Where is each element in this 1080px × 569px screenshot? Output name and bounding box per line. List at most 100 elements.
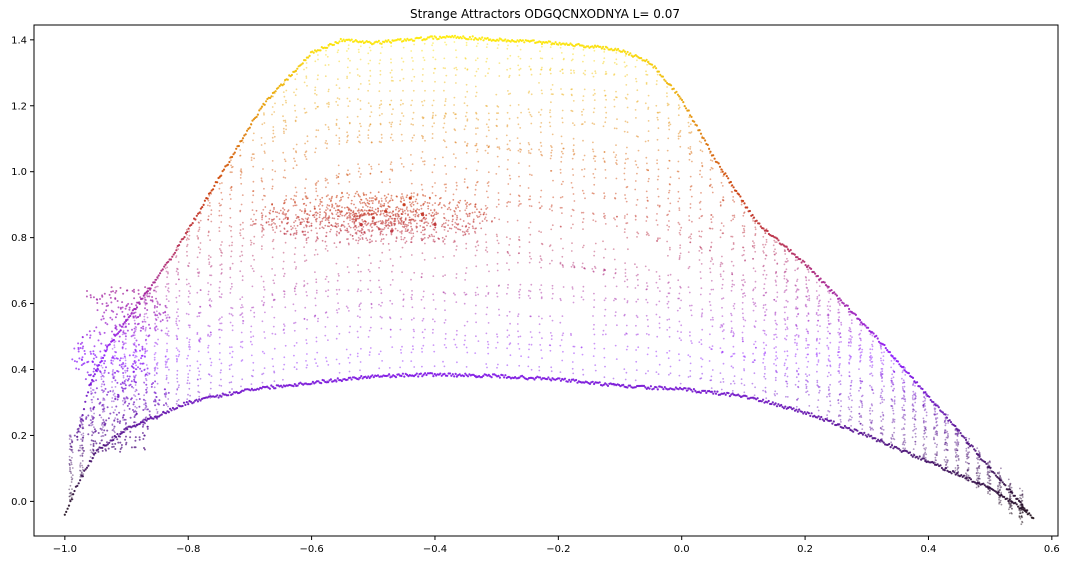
- attractor-point: [230, 363, 233, 366]
- attractor-point: [336, 377, 339, 380]
- attractor-point: [847, 396, 850, 398]
- attractor-point: [189, 394, 192, 397]
- attractor-point: [645, 314, 648, 317]
- attractor-point: [817, 361, 820, 363]
- attractor-point: [113, 344, 116, 347]
- attractor-point: [945, 448, 947, 451]
- attractor-point: [593, 250, 596, 253]
- attractor-point: [636, 101, 638, 103]
- attractor-point: [347, 44, 350, 46]
- attractor-point: [901, 443, 904, 446]
- attractor-point: [506, 205, 508, 208]
- attractor-point: [530, 283, 533, 286]
- attractor-point: [295, 195, 297, 198]
- attractor-point: [925, 411, 928, 414]
- attractor-point: [506, 57, 509, 60]
- attractor-point: [325, 49, 327, 52]
- attractor-point: [263, 187, 265, 190]
- attractor-point: [155, 362, 158, 365]
- attractor-point: [399, 366, 401, 369]
- attractor-point: [69, 492, 72, 495]
- attractor-point: [252, 165, 255, 168]
- attractor-point: [581, 114, 583, 116]
- attractor-point: [63, 513, 66, 516]
- attractor-point: [699, 208, 702, 211]
- attractor-point: [635, 333, 638, 336]
- attractor-point: [253, 213, 255, 216]
- attractor-point: [283, 130, 285, 133]
- attractor-point: [816, 352, 818, 354]
- attractor-point: [528, 251, 531, 254]
- attractor-point: [648, 333, 650, 336]
- attractor-point: [335, 379, 338, 381]
- attractor-point: [1008, 508, 1010, 511]
- attractor-point: [699, 149, 702, 152]
- attractor-point: [614, 218, 616, 221]
- attractor-point: [978, 477, 980, 480]
- attractor-point: [487, 72, 489, 75]
- attractor-point: [314, 240, 317, 243]
- attractor-point: [539, 114, 542, 116]
- attractor-point: [902, 447, 905, 450]
- attractor-point: [795, 376, 798, 379]
- attractor-point: [765, 334, 768, 336]
- attractor-point: [730, 329, 733, 332]
- attractor-point: [443, 365, 446, 368]
- attractor-point: [445, 173, 448, 175]
- attractor-point: [604, 285, 607, 288]
- attractor-point: [594, 267, 597, 269]
- attractor-point: [666, 95, 668, 98]
- attractor-point: [925, 414, 928, 417]
- attractor-point: [626, 333, 628, 335]
- attractor-point: [1008, 512, 1011, 515]
- attractor-point: [890, 379, 892, 382]
- attractor-point: [592, 150, 595, 153]
- attractor-point: [604, 214, 606, 217]
- attractor-point: [808, 374, 811, 376]
- attractor-point: [315, 129, 318, 132]
- attractor-point: [346, 75, 348, 78]
- attractor-point: [968, 451, 971, 453]
- attractor-point: [314, 271, 316, 273]
- attractor-point: [90, 390, 92, 393]
- attractor-point: [603, 89, 606, 92]
- attractor-point: [786, 335, 788, 337]
- attractor-point: [1019, 494, 1021, 497]
- attractor-point: [764, 311, 766, 313]
- attractor-point: [594, 364, 597, 366]
- attractor-point: [933, 427, 935, 430]
- attractor-point: [391, 76, 393, 79]
- attractor-point: [367, 89, 369, 92]
- attractor-point: [774, 376, 777, 379]
- attractor-point: [999, 476, 1002, 479]
- attractor-point: [904, 447, 906, 450]
- attractor-point: [196, 400, 199, 403]
- attractor-point: [944, 441, 947, 444]
- attractor-point: [209, 304, 211, 307]
- attractor-point: [861, 380, 863, 383]
- attractor-point: [220, 191, 223, 194]
- attractor-point: [263, 367, 266, 369]
- attractor-point: [164, 355, 167, 357]
- attractor-point: [517, 336, 520, 338]
- attractor-point: [806, 268, 809, 271]
- attractor-point: [861, 428, 864, 430]
- attractor-point: [197, 367, 200, 370]
- attractor-point: [465, 207, 468, 210]
- attractor-point: [324, 75, 327, 78]
- attractor-point: [371, 374, 374, 377]
- attractor-point: [273, 298, 275, 301]
- attractor-point: [152, 417, 155, 420]
- attractor-point: [112, 389, 115, 392]
- attractor-point: [582, 48, 585, 51]
- attractor-point: [794, 353, 797, 356]
- attractor-point: [741, 308, 744, 310]
- attractor-point: [314, 314, 316, 317]
- attractor-point: [474, 75, 477, 77]
- attractor-point: [935, 454, 938, 457]
- attractor-point: [335, 174, 338, 177]
- attractor-point: [368, 254, 371, 257]
- attractor-point: [282, 115, 284, 118]
- attractor-point: [239, 229, 242, 231]
- attractor-point: [411, 163, 414, 166]
